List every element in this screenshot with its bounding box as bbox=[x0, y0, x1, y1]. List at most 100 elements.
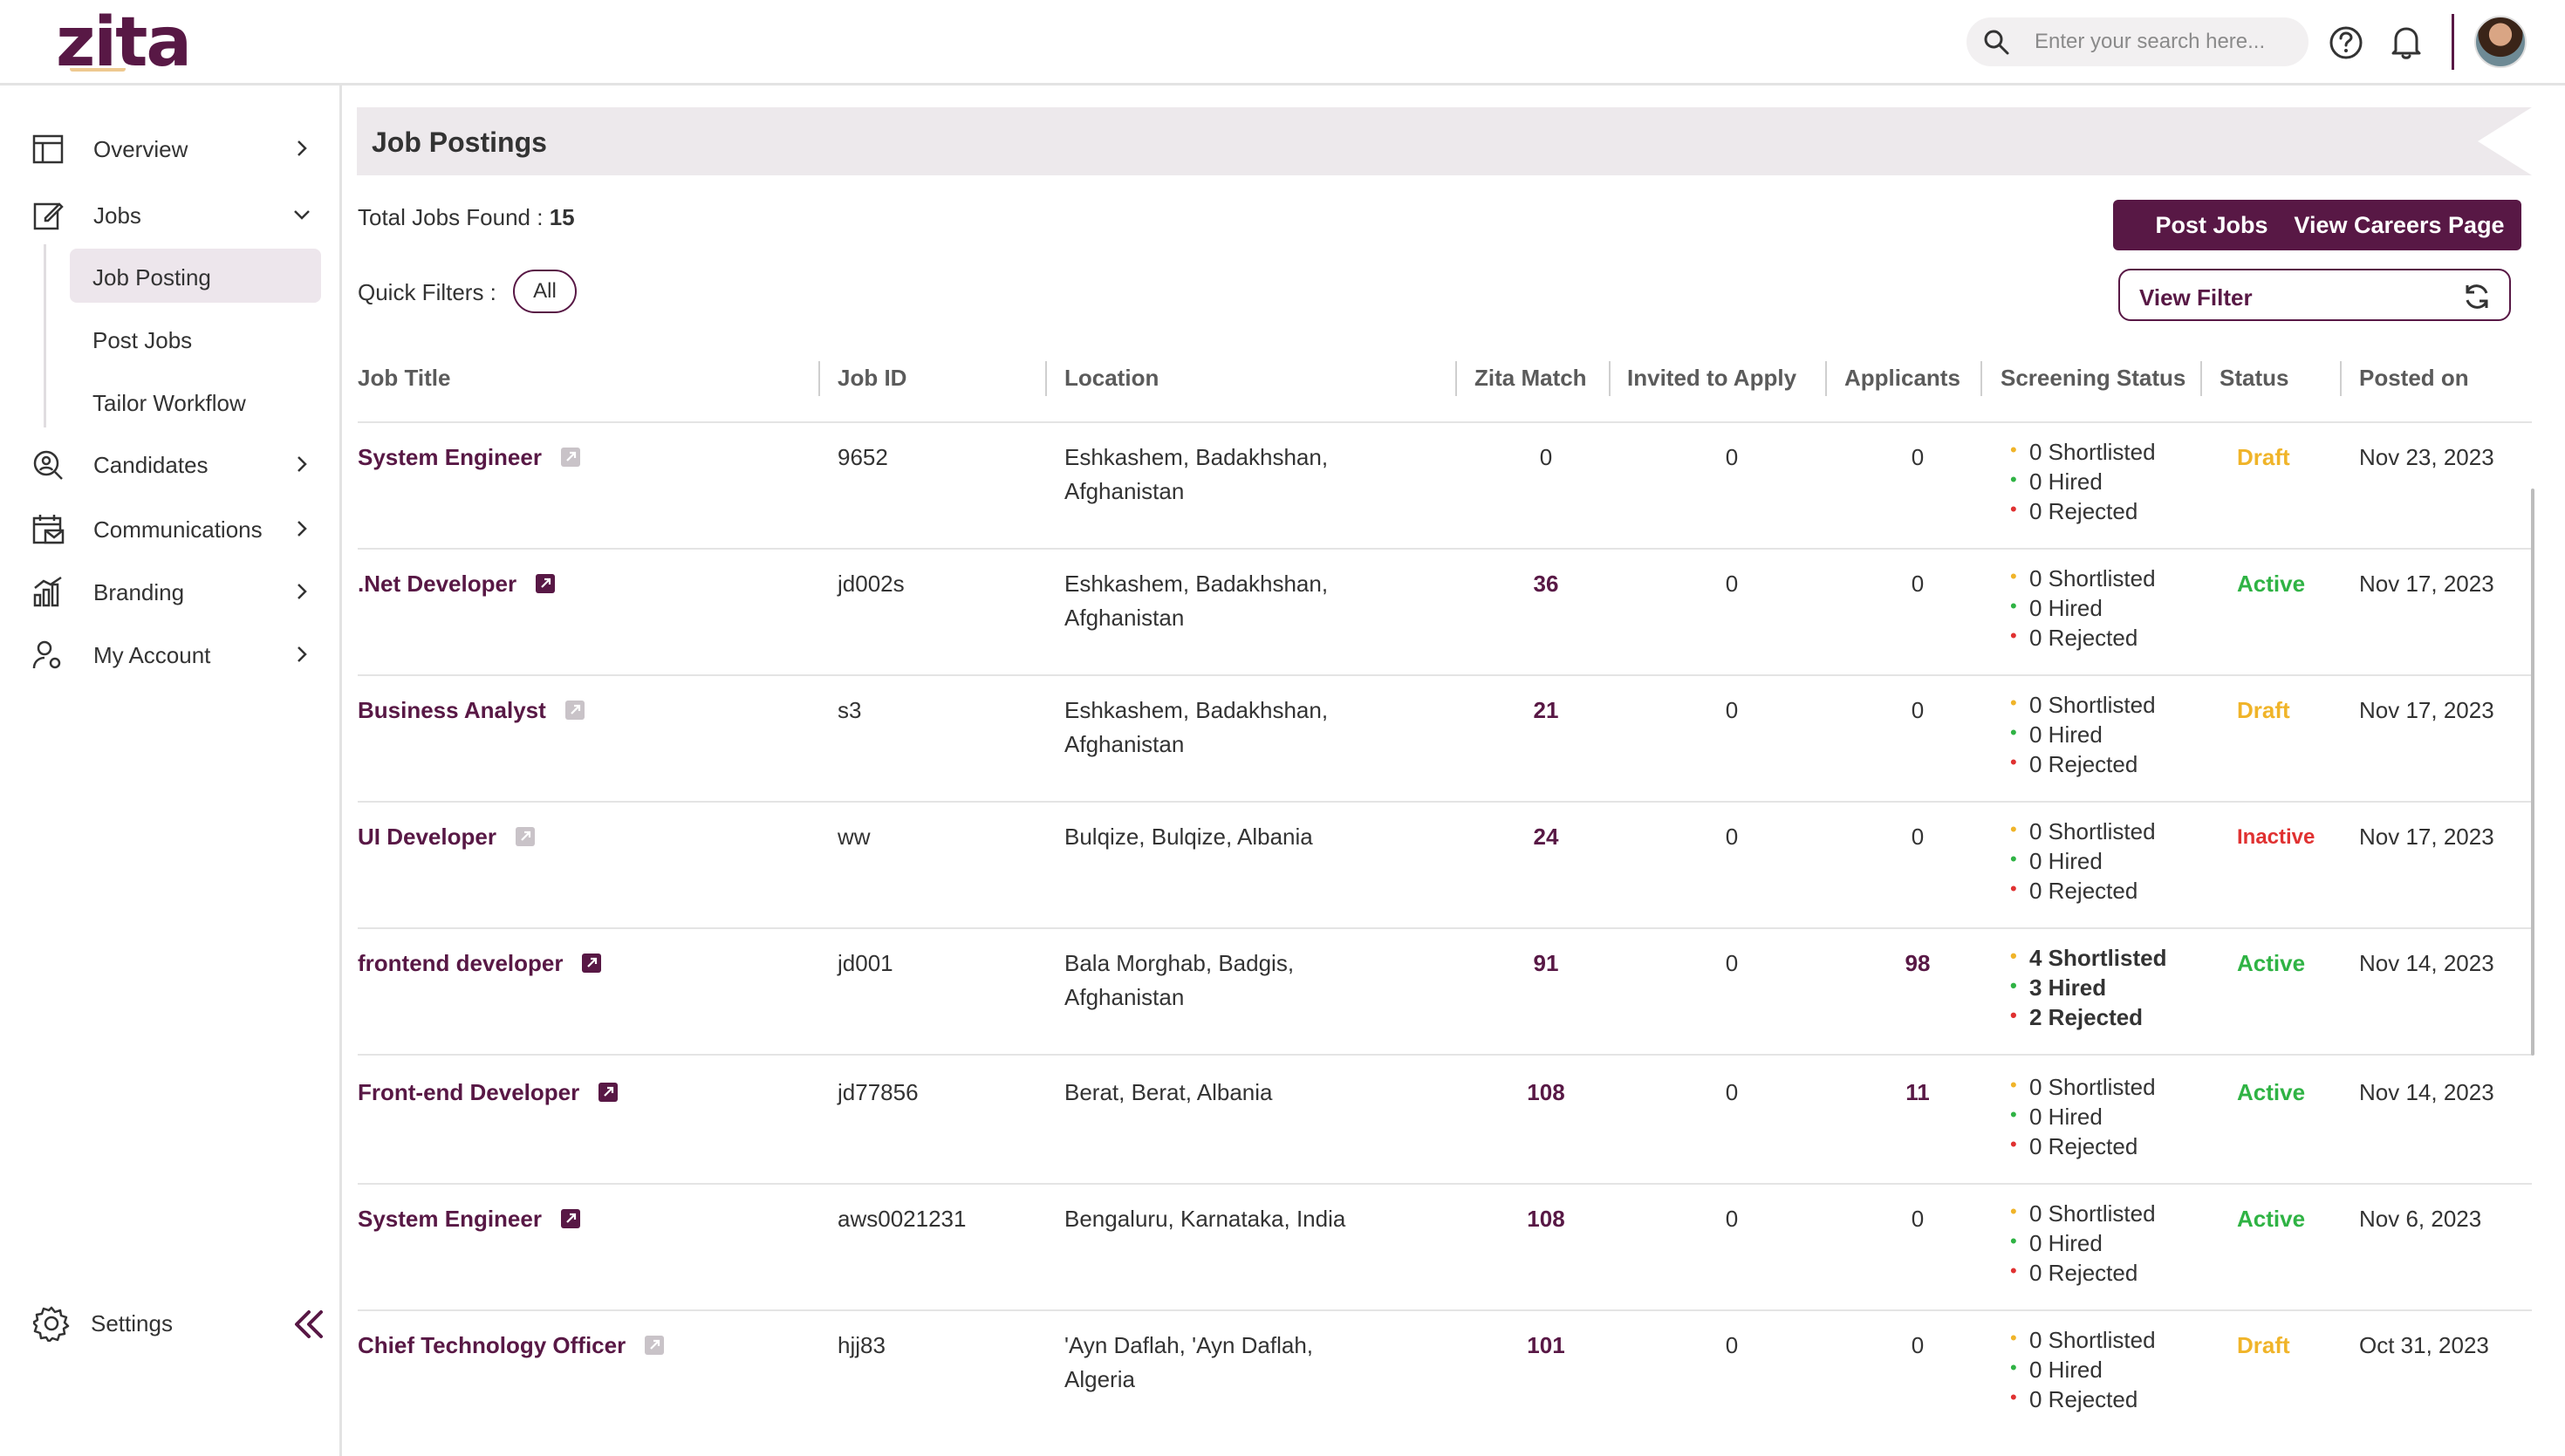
external-link-icon[interactable] bbox=[559, 446, 582, 468]
status-dot: • bbox=[2010, 974, 2017, 996]
column-header-screening-status[interactable]: Screening Status bbox=[2001, 365, 2186, 391]
rejected-item: • 0 Rejected bbox=[2007, 749, 2156, 779]
sidebar-subitem-job-posting[interactable]: Job Posting bbox=[70, 249, 321, 303]
sidebar-item-communications[interactable]: Communications bbox=[0, 501, 342, 557]
job-status-badge: Draft bbox=[2237, 444, 2290, 470]
external-link-icon[interactable] bbox=[534, 572, 557, 595]
quick-filter-all-chip[interactable]: All bbox=[513, 270, 577, 313]
shortlisted-item: • 0 Shortlisted bbox=[2007, 1199, 2156, 1228]
sidebar-item-settings[interactable]: Settings bbox=[0, 1295, 342, 1350]
job-title-link[interactable]: UI Developer bbox=[358, 820, 537, 854]
job-title-link[interactable]: Chief Technology Officer bbox=[358, 1329, 666, 1363]
table-row[interactable]: UI Developer ww Bulqize, Bulqize, Albania 2… bbox=[358, 803, 2532, 929]
shortlisted-item: • 0 Shortlisted bbox=[2007, 817, 2156, 846]
help-icon[interactable] bbox=[2328, 24, 2364, 61]
zita-match-cell[interactable]: 91 bbox=[1533, 950, 1559, 976]
sidebar-item-branding[interactable]: Branding bbox=[0, 564, 342, 619]
column-header-posted-on[interactable]: Posted on bbox=[2359, 365, 2469, 391]
hired-item: • 0 Hired bbox=[2007, 467, 2156, 496]
external-link-icon[interactable] bbox=[643, 1334, 666, 1357]
job-title-link[interactable]: System Engineer bbox=[358, 441, 582, 475]
job-title-link[interactable]: Business Analyst bbox=[358, 694, 586, 728]
sidebar-subitem-tailor-workflow[interactable]: Tailor Workflow bbox=[70, 374, 321, 428]
applicants-cell[interactable]: 11 bbox=[1905, 1079, 1930, 1105]
shortlisted-text: 0 Shortlisted bbox=[2029, 1327, 2156, 1353]
sidebar-item-label: Jobs bbox=[93, 202, 141, 229]
external-link-icon[interactable] bbox=[514, 825, 537, 848]
zita-match-cell[interactable]: 108 bbox=[1527, 1206, 1565, 1232]
bar-chart-icon bbox=[33, 576, 62, 607]
rejected-item: • 0 Rejected bbox=[2007, 876, 2156, 906]
column-header-job-title[interactable]: Job Title bbox=[358, 365, 451, 391]
applicants-cell: 0 bbox=[1911, 1332, 1925, 1358]
table-row[interactable]: Business Analyst s3 Eshkashem, Badakhshan,… bbox=[358, 676, 2532, 803]
posted-on-cell: Nov 14, 2023 bbox=[2359, 950, 2494, 976]
status-dot: • bbox=[2010, 595, 2017, 617]
sidebar-item-my-account[interactable]: My Account bbox=[0, 626, 342, 682]
hired-item: • 0 Hired bbox=[2007, 1102, 2156, 1131]
candidate-search-icon bbox=[33, 450, 63, 480]
sidebar-item-candidates[interactable]: Candidates bbox=[0, 436, 342, 492]
screening-status-cell: • 0 Shortlisted • 0 Hired • 0 Rejected bbox=[2007, 564, 2156, 653]
table-row[interactable]: System Engineer aws0021231 Bengaluru, Karn… bbox=[358, 1185, 2532, 1311]
vertical-scrollbar[interactable] bbox=[2531, 489, 2534, 1056]
rejected-item: • 0 Rejected bbox=[2007, 623, 2156, 653]
zita-match-cell[interactable]: 101 bbox=[1527, 1332, 1565, 1358]
view-careers-page-button[interactable]: View Careers Page bbox=[2277, 200, 2521, 250]
column-header-location[interactable]: Location bbox=[1064, 365, 1159, 391]
column-header-job-id[interactable]: Job ID bbox=[838, 365, 907, 391]
status-dot: • bbox=[2010, 721, 2017, 743]
applicants-cell[interactable]: 98 bbox=[1905, 950, 1931, 976]
search-box[interactable] bbox=[1966, 17, 2308, 66]
column-header-invited[interactable]: Invited to Apply bbox=[1627, 365, 1797, 391]
table-row[interactable]: .Net Developer jd002s Eshkashem, Badakhsha… bbox=[358, 550, 2532, 676]
sidebar-subitem-post-jobs[interactable]: Post Jobs bbox=[70, 311, 321, 366]
hired-text: 0 Hired bbox=[2029, 1104, 2103, 1130]
job-title-link[interactable]: frontend developer bbox=[358, 947, 603, 981]
rejected-text: 0 Rejected bbox=[2029, 625, 2138, 651]
job-title-link[interactable]: System Engineer bbox=[358, 1202, 582, 1236]
search-input[interactable] bbox=[2035, 24, 2296, 59]
column-header-applicants[interactable]: Applicants bbox=[1844, 365, 1960, 391]
invited-cell: 0 bbox=[1725, 824, 1739, 850]
external-link-icon[interactable] bbox=[559, 1207, 582, 1230]
column-header-status[interactable]: Status bbox=[2220, 365, 2289, 391]
table-row[interactable]: Chief Technology Officer hjj83 'Ayn Daflah… bbox=[358, 1311, 2532, 1438]
zita-match-cell[interactable]: 24 bbox=[1533, 824, 1559, 850]
notification-bell-icon[interactable] bbox=[2389, 23, 2424, 61]
sidebar-item-overview[interactable]: Overview bbox=[0, 120, 342, 176]
job-title-link[interactable]: .Net Developer bbox=[358, 567, 557, 601]
hired-text: 0 Hired bbox=[2029, 595, 2103, 621]
table-row[interactable]: Front-end Developer jd77856 Berat, Berat, … bbox=[358, 1058, 2532, 1185]
status-dot: • bbox=[2010, 1327, 2017, 1349]
quick-filters-label: Quick Filters : bbox=[358, 279, 496, 305]
table-row[interactable]: System Engineer 9652 Eshkashem, Badakhshan… bbox=[358, 423, 2532, 550]
zita-match-cell[interactable]: 108 bbox=[1527, 1079, 1565, 1105]
job-title-link[interactable]: Front-end Developer bbox=[358, 1076, 619, 1110]
column-divider bbox=[2200, 361, 2202, 396]
chevron-right-icon bbox=[298, 646, 307, 662]
edit-note-icon bbox=[33, 202, 64, 230]
applicants-cell: 0 bbox=[1911, 571, 1925, 597]
sidebar-item-jobs[interactable]: Jobs bbox=[0, 187, 342, 243]
refresh-icon[interactable] bbox=[2462, 282, 2492, 311]
external-link-icon[interactable] bbox=[597, 1081, 619, 1104]
calendar-mail-icon bbox=[32, 515, 65, 544]
external-link-icon[interactable] bbox=[564, 699, 586, 721]
zita-match-cell[interactable]: 36 bbox=[1533, 571, 1559, 597]
column-header-zita-match[interactable]: Zita Match bbox=[1474, 365, 1587, 391]
table-row[interactable]: frontend developer jd001 Bala Morghab, Bad… bbox=[358, 929, 2532, 1056]
title-banner bbox=[357, 107, 2532, 175]
user-avatar[interactable] bbox=[2474, 16, 2527, 68]
total-jobs-count: 15 bbox=[549, 204, 575, 230]
collapse-sidebar-icon[interactable] bbox=[291, 1309, 326, 1340]
external-link-icon[interactable] bbox=[580, 952, 603, 974]
view-filter-button[interactable]: View Filter bbox=[2118, 269, 2511, 321]
job-id-cell: 9652 bbox=[838, 444, 888, 470]
user-settings-icon bbox=[32, 640, 61, 669]
job-status-badge: Inactive bbox=[2237, 825, 2315, 849]
zita-match-cell[interactable]: 21 bbox=[1533, 697, 1559, 723]
column-divider bbox=[1825, 361, 1827, 396]
sidebar-subitem-label: Post Jobs bbox=[92, 327, 193, 353]
status-dot: • bbox=[2010, 848, 2017, 870]
